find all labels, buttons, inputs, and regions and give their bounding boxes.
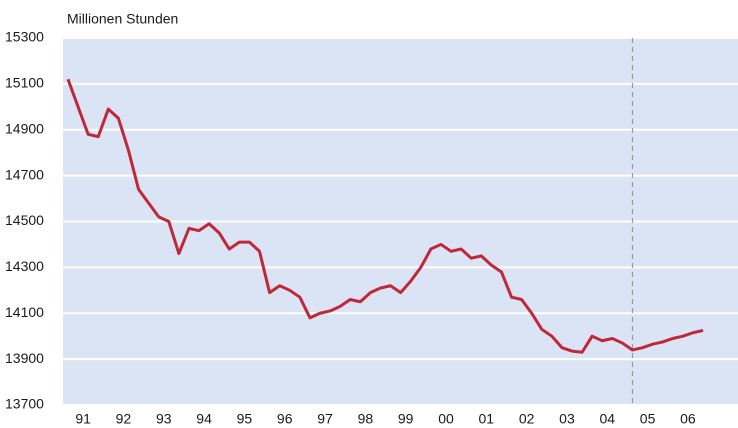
- x-tick-label: 98: [358, 411, 374, 427]
- x-tick-label: 03: [559, 411, 575, 427]
- y-axis-label: Millionen Stunden: [67, 11, 178, 27]
- x-tick-label: 04: [599, 411, 615, 427]
- y-tick-label: 15300: [5, 29, 44, 45]
- x-tick-label: 91: [75, 411, 91, 427]
- x-tick-label: 92: [116, 411, 132, 427]
- y-tick-label: 14100: [5, 304, 44, 320]
- x-tick-label: 99: [398, 411, 414, 427]
- x-tick-label: 95: [237, 411, 253, 427]
- x-tick-label: 97: [317, 411, 333, 427]
- x-tick-label: 02: [519, 411, 535, 427]
- y-tick-label: 14900: [5, 120, 44, 136]
- y-tick-label: 13900: [5, 350, 44, 366]
- x-tick-label: 01: [479, 411, 495, 427]
- x-tick-label: 00: [438, 411, 454, 427]
- y-tick-label: 14300: [5, 258, 44, 274]
- data-line: [66, 78, 704, 354]
- x-tick-label: 06: [680, 411, 696, 427]
- x-tick-label: 94: [196, 411, 212, 427]
- y-tick-label: 15100: [5, 75, 44, 91]
- y-tick-label: 14700: [5, 166, 44, 182]
- x-tick-label: 96: [277, 411, 293, 427]
- x-tick-label: 05: [640, 411, 656, 427]
- y-tick-label: 14500: [5, 212, 44, 228]
- y-tick-label: 13700: [5, 396, 44, 412]
- x-tick-label: 93: [156, 411, 172, 427]
